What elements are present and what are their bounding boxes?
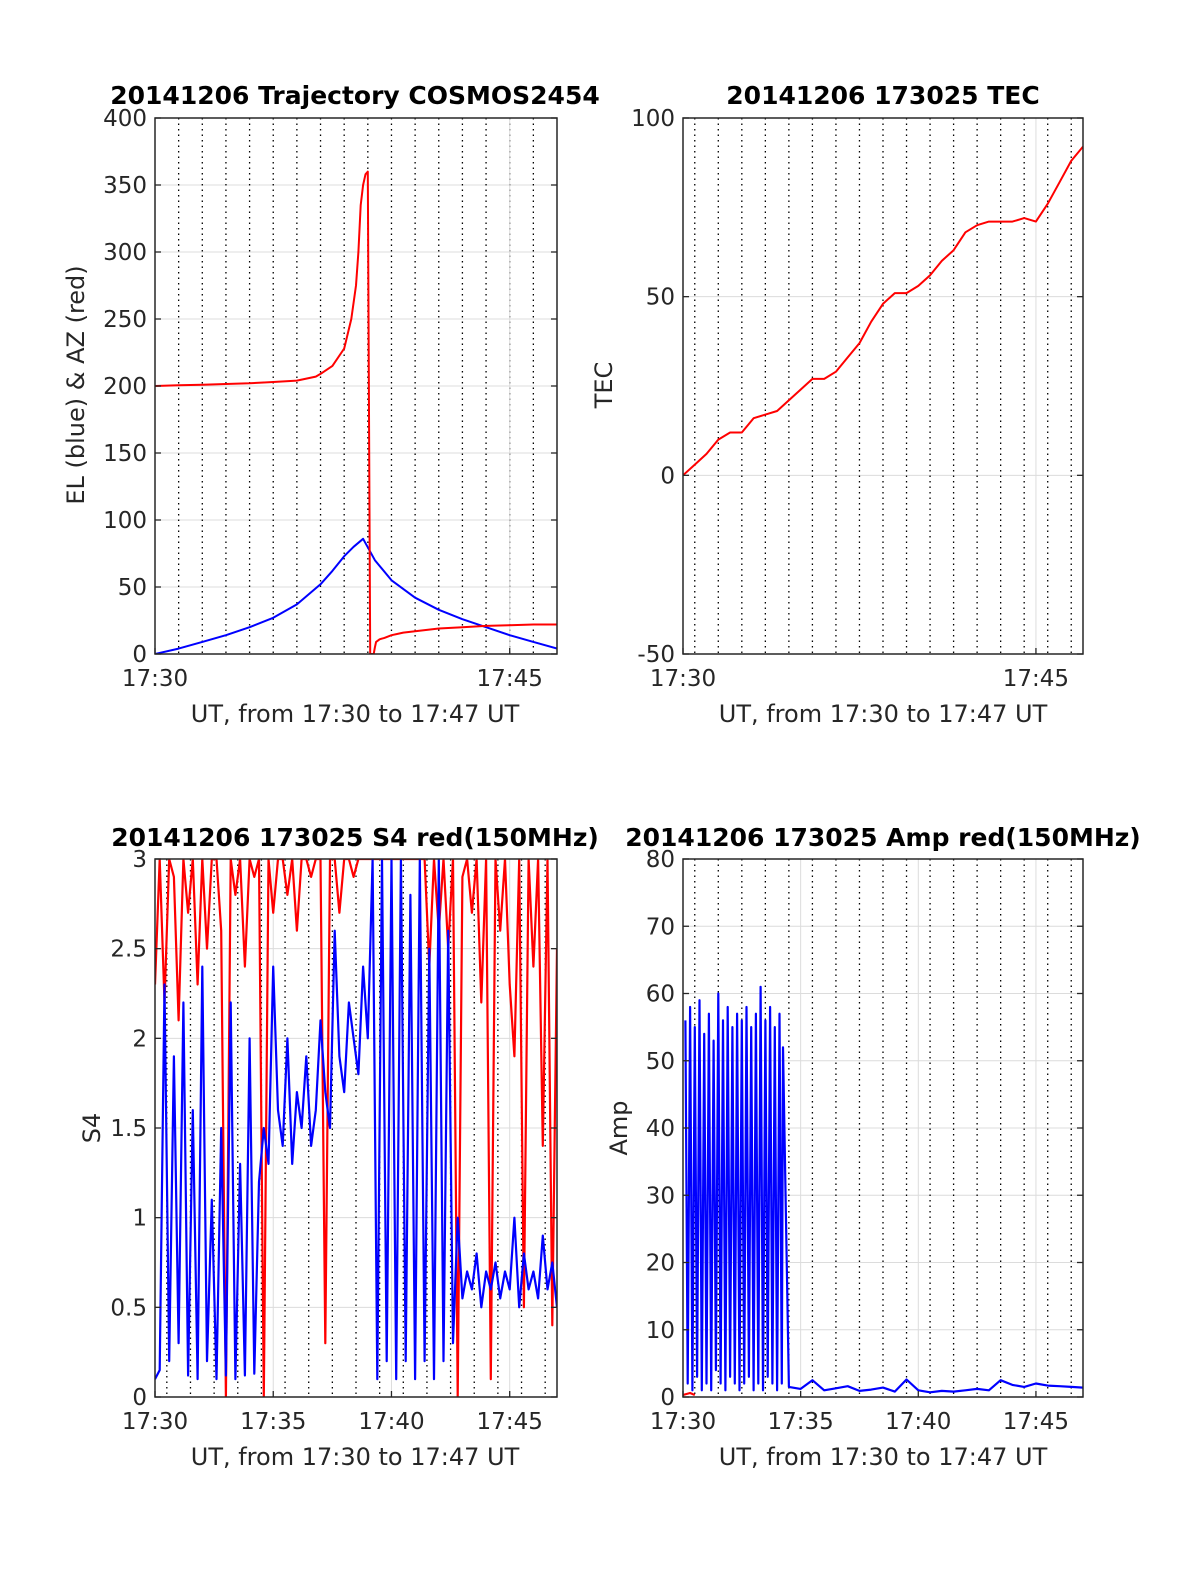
amp-ytick-label: 40: [646, 1116, 675, 1142]
amp-xlabel: UT, from 17:30 to 17:47 UT: [719, 1443, 1048, 1471]
tec-xtick-label: 17:45: [1003, 666, 1069, 692]
s4-series-s4_red: [155, 859, 557, 1397]
trajectory-ytick-label: 400: [103, 106, 147, 132]
tec-ytick-label: 0: [660, 463, 675, 489]
trajectory-series-el: [155, 537, 557, 654]
s4-xtick-label: 17:30: [122, 1409, 188, 1435]
s4-ytick-label: 2: [132, 1026, 147, 1052]
s4-title: 20141206 173025 S4 red(150MHz): [111, 823, 599, 852]
s4-ylabel: S4: [78, 1113, 106, 1144]
amp-ytick-label: 80: [646, 847, 675, 873]
s4-ytick-label: 1.5: [110, 1116, 147, 1142]
trajectory-ylabel: EL (blue) & AZ (red): [62, 265, 90, 504]
amp-xtick-label: 17:30: [650, 1409, 716, 1435]
s4-ytick-label: 1: [132, 1206, 147, 1232]
amp-ytick-label: 60: [646, 982, 675, 1008]
amp-xtick-label: 17:35: [767, 1409, 833, 1435]
panel-amp: UT, from 17:30 to 17:47 UT Amp 0 10 20 30 40…: [605, 847, 1084, 1471]
tec-xtick-label: 17:30: [650, 666, 716, 692]
s4-xlabel: UT, from 17:30 to 17:47 UT: [191, 1443, 520, 1471]
amp-series-amp_blue: [684, 985, 1083, 1394]
amp-ylabel: Amp: [605, 1100, 633, 1155]
amp-title: 20141206 173025 Amp red(150MHz): [625, 823, 1141, 852]
tec-ytick-label: 50: [646, 285, 675, 311]
tec-ylabel: TEC: [590, 362, 618, 410]
amp-ytick-label: 50: [646, 1049, 675, 1075]
s4-ytick-label: 0.5: [110, 1295, 147, 1321]
trajectory-ytick-label: 250: [103, 307, 147, 333]
amp-ytick-label: 70: [646, 914, 675, 940]
tec-ytick-label: 100: [631, 106, 675, 132]
trajectory-xtick-label: 17:30: [122, 666, 188, 692]
tec-ytick-label: -50: [637, 642, 675, 668]
amp-xtick-label: 17:45: [1003, 1409, 1069, 1435]
trajectory-ytick-label: 50: [118, 575, 147, 601]
panel-s4: UT, from 17:30 to 17:47 UT S4 0 0.5 1 1.5 2 2…: [78, 847, 558, 1471]
panel-tec: 20141206 173025 TEC UT, from 17:30 to 17…: [590, 81, 1084, 728]
trajectory-ytick-label: 150: [103, 441, 147, 467]
s4-series-s4_blue: [155, 859, 557, 1381]
trajectory-ytick-label: 100: [103, 508, 147, 534]
s4-ytick-label: 3: [132, 847, 147, 873]
amp-ytick-label: 0: [660, 1385, 675, 1411]
amp-xtick-label: 17:40: [885, 1409, 951, 1435]
amp-ytick-label: 10: [646, 1318, 675, 1344]
tec-axes-frame: [682, 117, 1084, 655]
trajectory-ytick-label: 200: [103, 374, 147, 400]
tec-title: 20141206 173025 TEC: [726, 81, 1039, 110]
trajectory-title: 20141206 Trajectory COSMOS2454: [110, 81, 600, 110]
trajectory-series-az: [155, 170, 557, 654]
s4-ytick-label: 0: [132, 1385, 147, 1411]
trajectory-ytick-label: 350: [103, 173, 147, 199]
amp-ytick-label: 20: [646, 1251, 675, 1277]
s4-xtick-label: 17:45: [477, 1409, 543, 1435]
s4-ytick-label: 2.5: [110, 937, 147, 963]
trajectory-ytick-label: 300: [103, 240, 147, 266]
amp-series-amp_red: [683, 1391, 696, 1397]
trajectory-xtick-label: 17:45: [477, 666, 543, 692]
trajectory-xlabel: UT, from 17:30 to 17:47 UT: [191, 700, 520, 728]
tec-xlabel: UT, from 17:30 to 17:47 UT: [719, 700, 1048, 728]
s4-xtick-label: 17:35: [240, 1409, 306, 1435]
amp-ytick-label: 30: [646, 1183, 675, 1209]
tec-series-tec: [683, 145, 1083, 477]
s4-xtick-label: 17:40: [358, 1409, 424, 1435]
trajectory-ytick-label: 0: [132, 642, 147, 668]
panel-trajectory: 20141206 Trajectory COSMOS2454 UT, from …: [62, 81, 600, 728]
tec-plot-area: [683, 118, 1083, 654]
